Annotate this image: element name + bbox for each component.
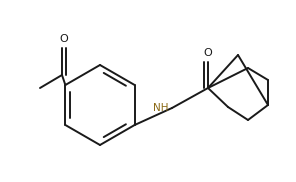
Text: O: O bbox=[204, 48, 212, 58]
Text: NH: NH bbox=[154, 103, 169, 113]
Text: O: O bbox=[59, 34, 68, 44]
